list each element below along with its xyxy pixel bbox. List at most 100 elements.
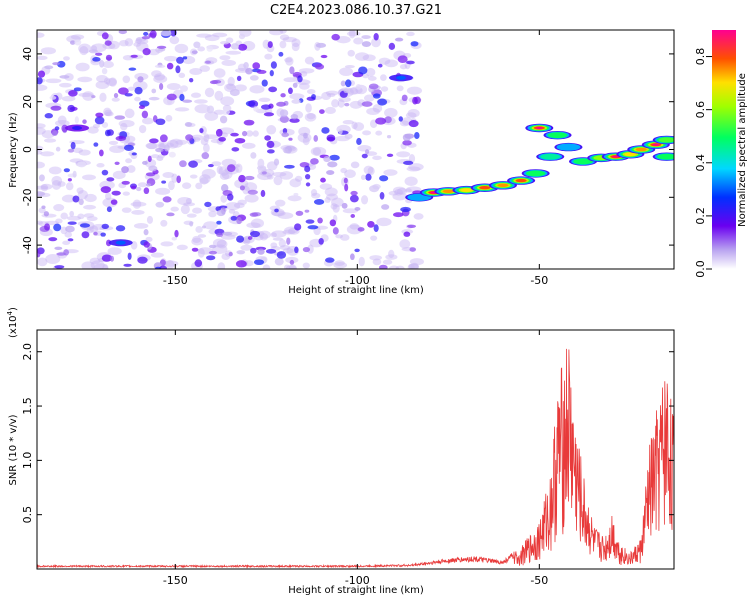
noise-blob [159, 265, 167, 269]
noise-blob [168, 151, 176, 158]
noise-blob [400, 206, 411, 213]
noise-blob [50, 105, 62, 111]
noise-haze [378, 57, 391, 65]
noise-haze [196, 33, 212, 38]
noise-haze [103, 77, 111, 85]
noise-blob [313, 135, 319, 142]
noise-blob [44, 223, 51, 231]
noise-blob [235, 260, 247, 268]
noise-blob [230, 215, 238, 221]
noise-haze [84, 193, 97, 203]
noise-haze [189, 174, 198, 179]
noise-blob [155, 266, 162, 269]
noise-haze [96, 74, 108, 83]
noise-haze [121, 207, 132, 213]
noise-haze [366, 107, 380, 116]
noise-haze [282, 36, 297, 43]
noise-blob [193, 41, 201, 49]
noise-blob [141, 36, 151, 40]
noise-blob [269, 69, 274, 77]
noise-haze [216, 165, 223, 175]
noise-blob [191, 247, 199, 252]
chart-title: C2E4.2023.086.10.37.G21 [270, 3, 442, 18]
noise-haze [204, 87, 215, 98]
noise-blob [361, 41, 372, 47]
heatmap-y-axis-title: Frequency (Hz) [8, 112, 19, 188]
ridge-blob [612, 155, 620, 158]
noise-haze [279, 30, 287, 34]
noise-blob [78, 198, 84, 206]
colorbar-title: Normalized spectral amplitude [737, 73, 748, 227]
ridge-blob [442, 189, 454, 194]
noise-blob [38, 174, 45, 182]
noise-blob [106, 206, 112, 213]
noise-haze [282, 247, 294, 254]
noise-haze [266, 174, 274, 180]
noise-haze [220, 96, 235, 106]
noise-haze [95, 80, 110, 90]
noise-blob [256, 69, 267, 74]
noise-blob [379, 192, 385, 200]
noise-haze [147, 48, 160, 56]
noise-blob [365, 173, 372, 181]
noise-blob [234, 137, 246, 144]
noise-blob [156, 45, 167, 49]
noise-blob [63, 168, 70, 173]
snr-x-tick-label: -100 [345, 574, 370, 587]
noise-haze [219, 172, 230, 181]
noise-blob [160, 30, 172, 37]
noise-blob [323, 156, 331, 163]
noise-haze [120, 122, 128, 131]
noise-blob [74, 116, 79, 124]
noise-haze [225, 50, 242, 55]
noise-haze [89, 225, 99, 233]
noise-blob [279, 109, 289, 117]
noise-blob [267, 41, 273, 48]
noise-blob [289, 118, 300, 123]
colorbar-tick-label: 0.2 [694, 207, 707, 225]
noise-haze [189, 68, 203, 75]
noise-haze [226, 83, 235, 90]
noise-haze [201, 168, 216, 179]
noise-haze [332, 204, 340, 213]
noise-haze [197, 248, 205, 258]
noise-blob [74, 39, 82, 46]
noise-blob [394, 37, 404, 42]
noise-haze [133, 223, 149, 229]
noise-haze [282, 229, 296, 235]
heatmap-y-tick-label: 0 [21, 146, 34, 153]
noise-haze [192, 207, 203, 214]
noise-haze [93, 263, 109, 269]
colorbar [712, 30, 736, 269]
ridge-blob [497, 183, 509, 188]
ridge-blob [517, 179, 525, 182]
noise-blob [82, 119, 87, 124]
noise-blob [79, 223, 91, 228]
noise-blob [236, 235, 245, 243]
noise-haze [171, 173, 178, 183]
snr-y-tick-label: 0.5 [21, 506, 34, 524]
noise-blob [247, 189, 258, 195]
noise-haze [413, 213, 424, 220]
noise-blob [360, 174, 366, 181]
noise-haze [37, 220, 43, 225]
noise-haze [160, 219, 168, 227]
noise-blob [37, 77, 43, 85]
noise-haze [258, 230, 272, 239]
noise-blob [204, 201, 212, 208]
noise-blob [137, 256, 148, 264]
noise-blob [182, 99, 193, 103]
noise-haze [65, 182, 74, 191]
noise-haze [146, 215, 153, 224]
noise-blob [414, 131, 420, 140]
noise-haze [310, 189, 318, 197]
noise-haze [132, 199, 142, 209]
noise-haze [342, 120, 354, 125]
noise-blob [37, 249, 41, 258]
noise-blob [273, 158, 280, 166]
ridge-blob [556, 143, 581, 151]
ridge-blob [540, 153, 561, 160]
noise-blob [253, 259, 265, 266]
noise-haze [220, 234, 236, 240]
noise-haze [291, 38, 301, 48]
